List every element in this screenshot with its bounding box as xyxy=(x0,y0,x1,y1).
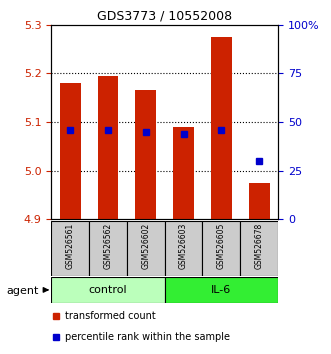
Text: agent: agent xyxy=(7,286,39,296)
Text: GSM526678: GSM526678 xyxy=(255,223,264,269)
Bar xyxy=(211,37,232,219)
Text: IL-6: IL-6 xyxy=(211,285,231,295)
Bar xyxy=(51,221,89,276)
Text: GSM526561: GSM526561 xyxy=(66,223,75,269)
Bar xyxy=(89,221,127,276)
Text: GSM526562: GSM526562 xyxy=(104,223,113,269)
Bar xyxy=(249,183,269,219)
Text: GSM526605: GSM526605 xyxy=(217,223,226,269)
Bar xyxy=(203,221,240,276)
Title: GDS3773 / 10552008: GDS3773 / 10552008 xyxy=(97,9,232,22)
Bar xyxy=(127,221,165,276)
Bar xyxy=(165,277,278,303)
Bar xyxy=(165,221,203,276)
Text: percentile rank within the sample: percentile rank within the sample xyxy=(65,332,230,342)
Bar xyxy=(240,221,278,276)
Text: transformed count: transformed count xyxy=(65,311,156,321)
Text: GSM526602: GSM526602 xyxy=(141,223,150,269)
Bar xyxy=(51,277,165,303)
Text: GSM526603: GSM526603 xyxy=(179,223,188,269)
Text: control: control xyxy=(89,285,127,295)
Bar xyxy=(173,127,194,219)
Bar xyxy=(98,76,118,219)
Bar xyxy=(60,83,80,219)
Bar xyxy=(135,91,156,219)
